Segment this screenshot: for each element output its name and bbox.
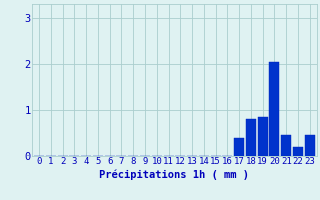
- Bar: [305, 135, 315, 156]
- Bar: [258, 117, 268, 156]
- Bar: [269, 62, 279, 156]
- X-axis label: Précipitations 1h ( mm ): Précipitations 1h ( mm ): [100, 169, 249, 180]
- Bar: [281, 135, 291, 156]
- Bar: [234, 138, 244, 156]
- Bar: [293, 147, 303, 156]
- Bar: [246, 119, 256, 156]
